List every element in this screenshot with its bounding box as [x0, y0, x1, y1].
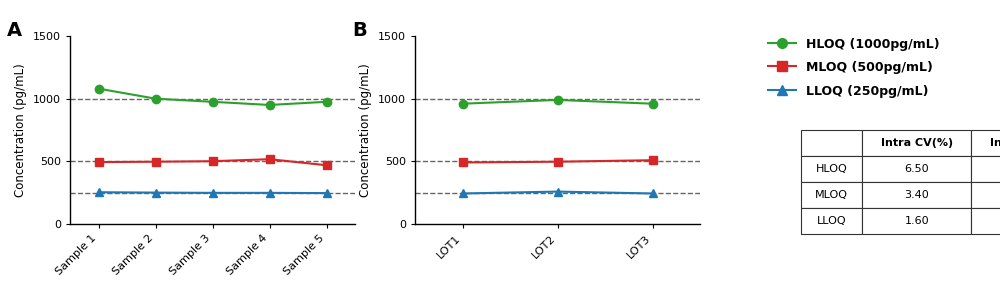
Y-axis label: Concentration (pg/mL): Concentration (pg/mL) [359, 63, 372, 197]
Legend: HLOQ (1000pg/mL), MLOQ (500pg/mL), LLOQ (250pg/mL): HLOQ (1000pg/mL), MLOQ (500pg/mL), LLOQ … [763, 33, 944, 103]
Text: A: A [7, 21, 22, 40]
Y-axis label: Concentration (pg/mL): Concentration (pg/mL) [14, 63, 27, 197]
Text: B: B [352, 21, 367, 40]
